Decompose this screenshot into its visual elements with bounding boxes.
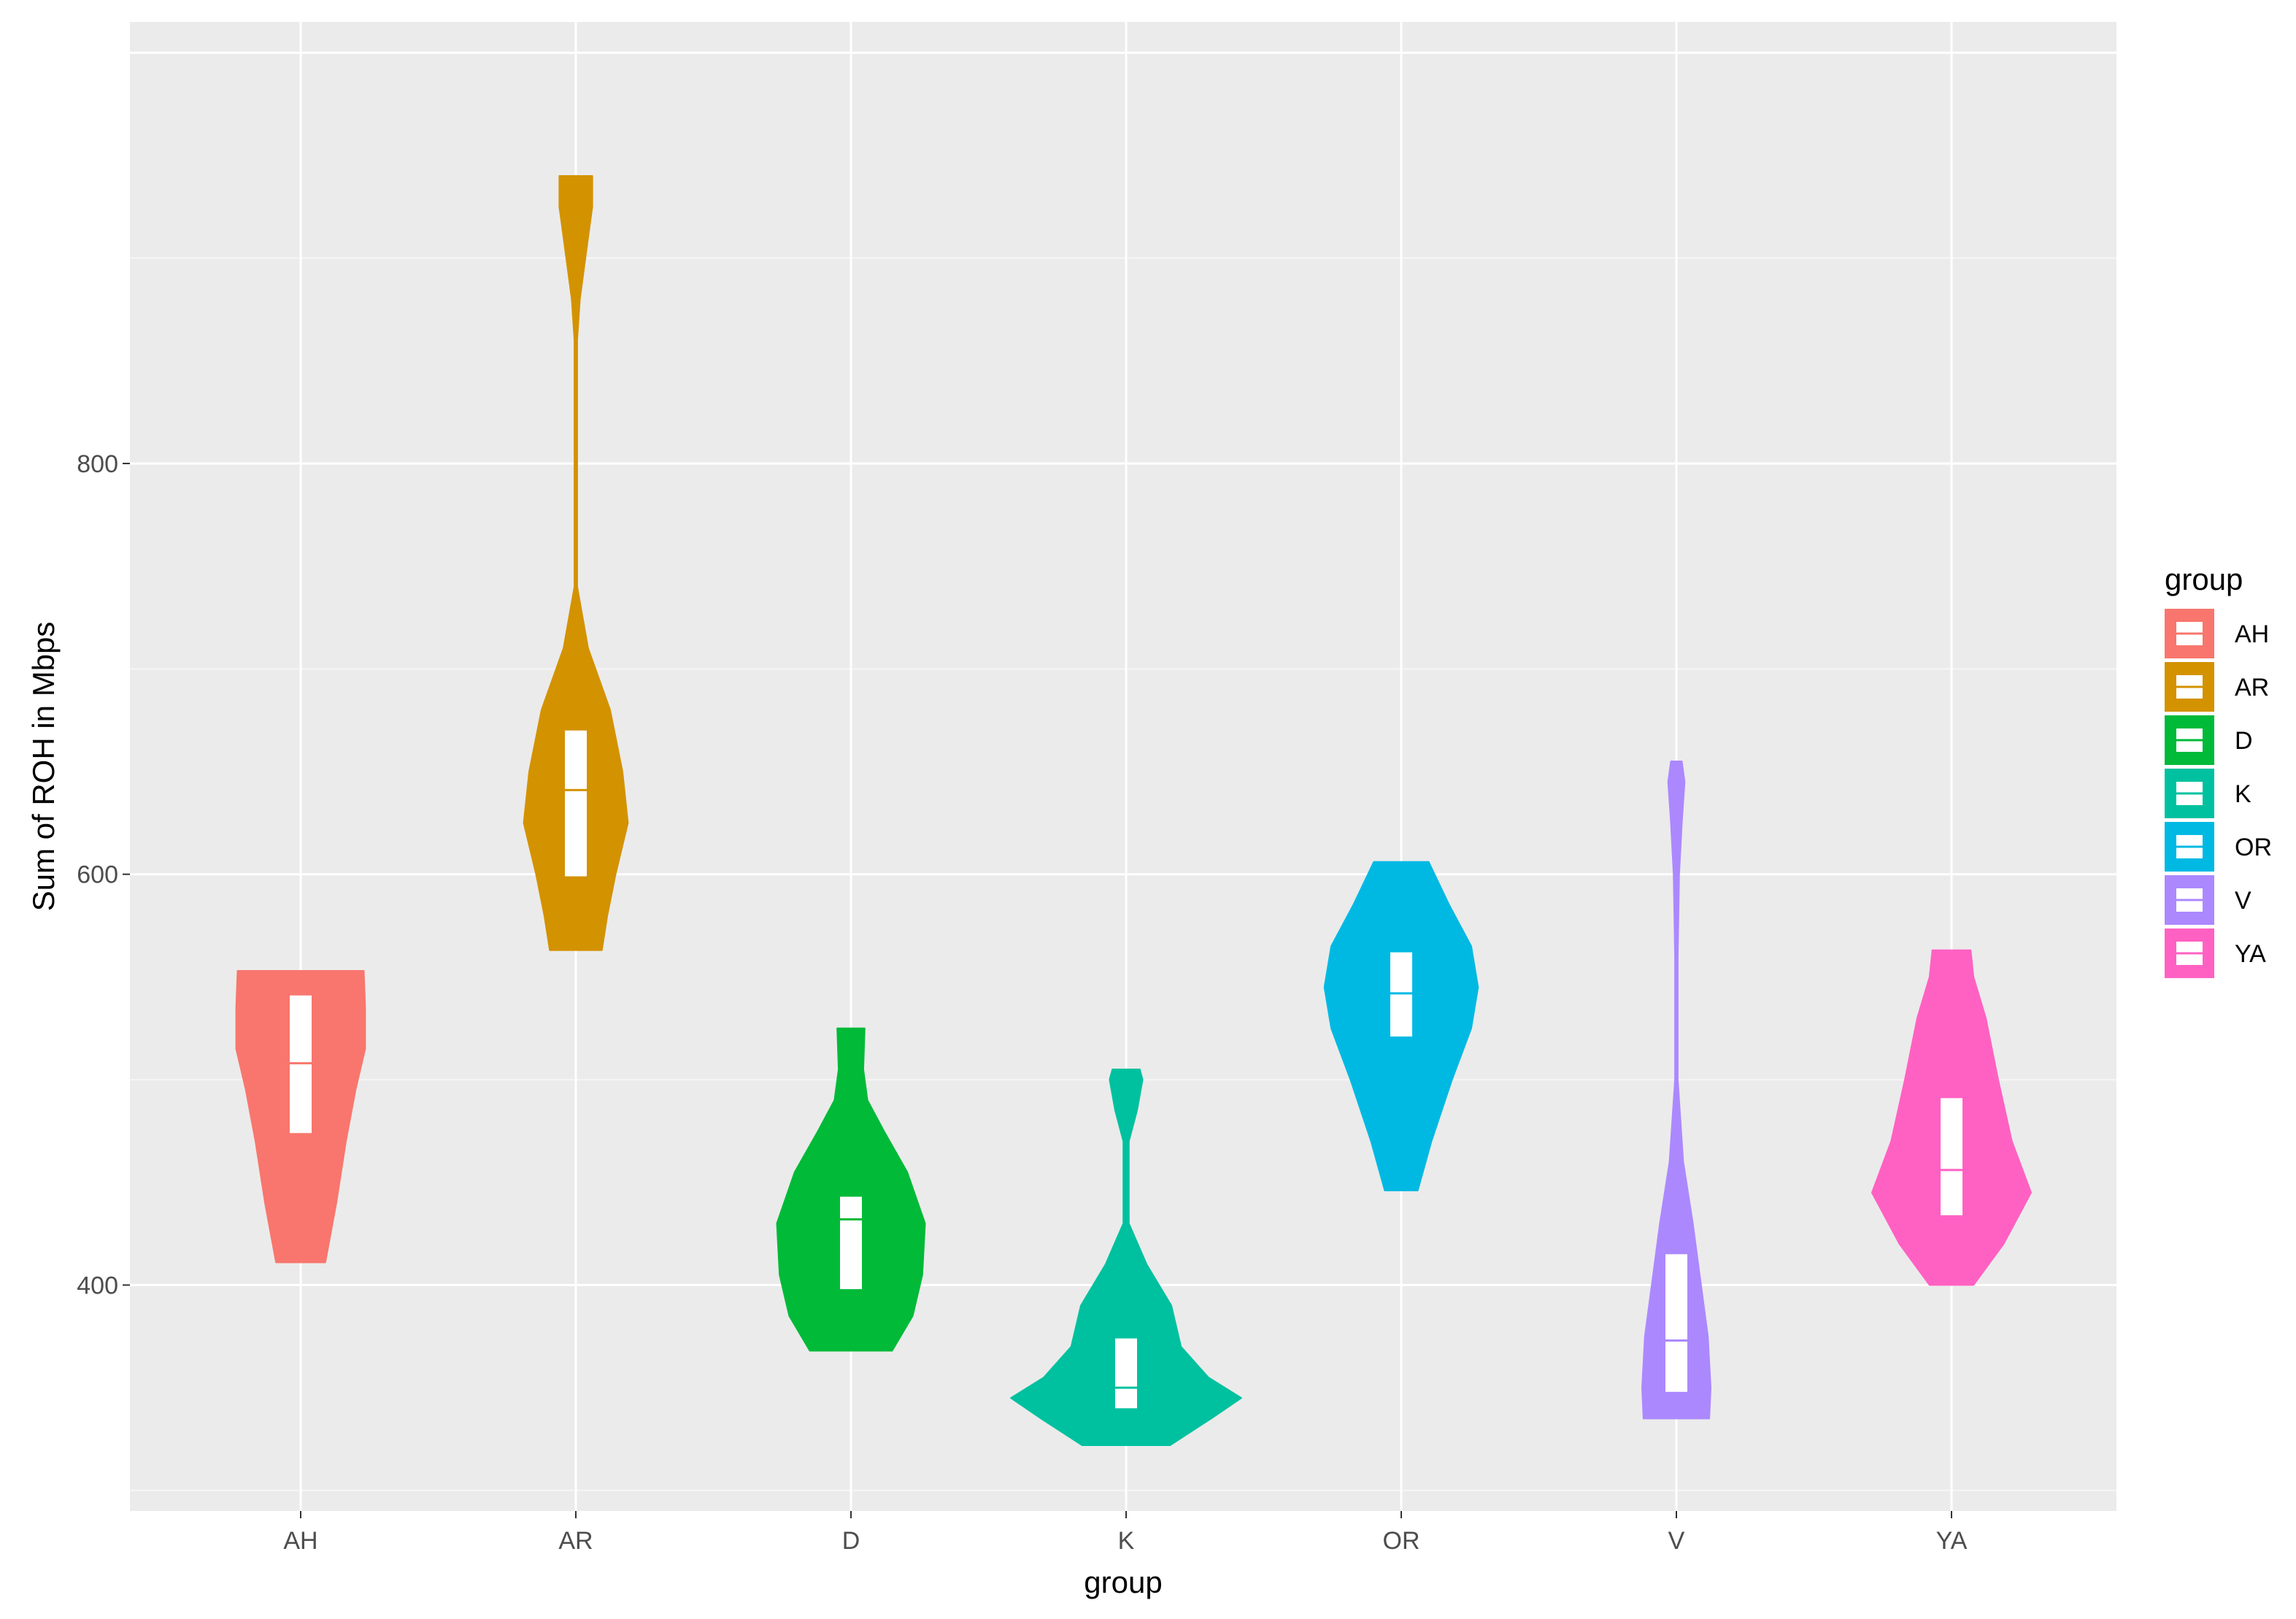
violins	[235, 175, 2032, 1446]
violin-body-d	[776, 1027, 926, 1352]
violin-v	[1641, 761, 1711, 1420]
x-tick-label: V	[1668, 1527, 1685, 1555]
box-ar	[565, 730, 587, 877]
y-tick-label: 400	[77, 1272, 118, 1299]
violin-body-v	[1641, 761, 1711, 1420]
x-axis-title: group	[1084, 1565, 1162, 1599]
violin-body-k	[1010, 1069, 1242, 1446]
legend-item-ah: AH	[2165, 609, 2269, 658]
box-d	[840, 1196, 862, 1290]
legend-label: AH	[2235, 620, 2269, 648]
legend-item-ya: YA	[2165, 928, 2266, 978]
x-tick-label: AH	[283, 1527, 317, 1555]
grid-major	[130, 22, 2116, 1511]
legend-label: V	[2235, 887, 2251, 915]
legend-label: AR	[2235, 674, 2269, 701]
legend-item-ar: AR	[2165, 662, 2269, 712]
x-tick-label: YA	[1936, 1527, 1968, 1555]
legend-label: YA	[2235, 940, 2266, 968]
x-axis: AH AR D K OR V YA	[283, 1511, 1968, 1555]
violin-ah	[235, 970, 366, 1264]
box-ya	[1941, 1098, 1962, 1215]
legend-title: group	[2165, 562, 2243, 596]
legend-label: OR	[2235, 834, 2272, 861]
x-tick-label: K	[1118, 1527, 1135, 1555]
legend-item-d: D	[2165, 715, 2253, 765]
y-tick-label: 800	[77, 450, 118, 478]
x-tick-label: D	[842, 1527, 860, 1555]
y-axis: 400 600 800	[77, 450, 130, 1299]
legend-label: D	[2235, 727, 2253, 755]
box-v	[1665, 1254, 1687, 1392]
violin-d	[776, 1027, 926, 1352]
violin-or	[1323, 861, 1479, 1191]
violin-ar	[523, 175, 629, 951]
x-tick-label: OR	[1383, 1527, 1420, 1555]
y-tick-label: 600	[77, 861, 118, 889]
legend: group AH AR DK OR V YA	[2165, 562, 2272, 978]
box-k	[1115, 1338, 1137, 1409]
legend-item-or: OR	[2165, 822, 2272, 872]
violin-body-ar	[523, 175, 629, 951]
legend-item-k: K	[2165, 769, 2251, 818]
y-axis-title: Sum of ROH in Mbps	[26, 622, 61, 912]
legend-item-v: V	[2165, 875, 2251, 925]
violin-k	[1010, 1069, 1242, 1446]
x-tick-label: AR	[558, 1527, 593, 1555]
violin-ya	[1871, 949, 2032, 1286]
legend-label: K	[2235, 780, 2251, 808]
